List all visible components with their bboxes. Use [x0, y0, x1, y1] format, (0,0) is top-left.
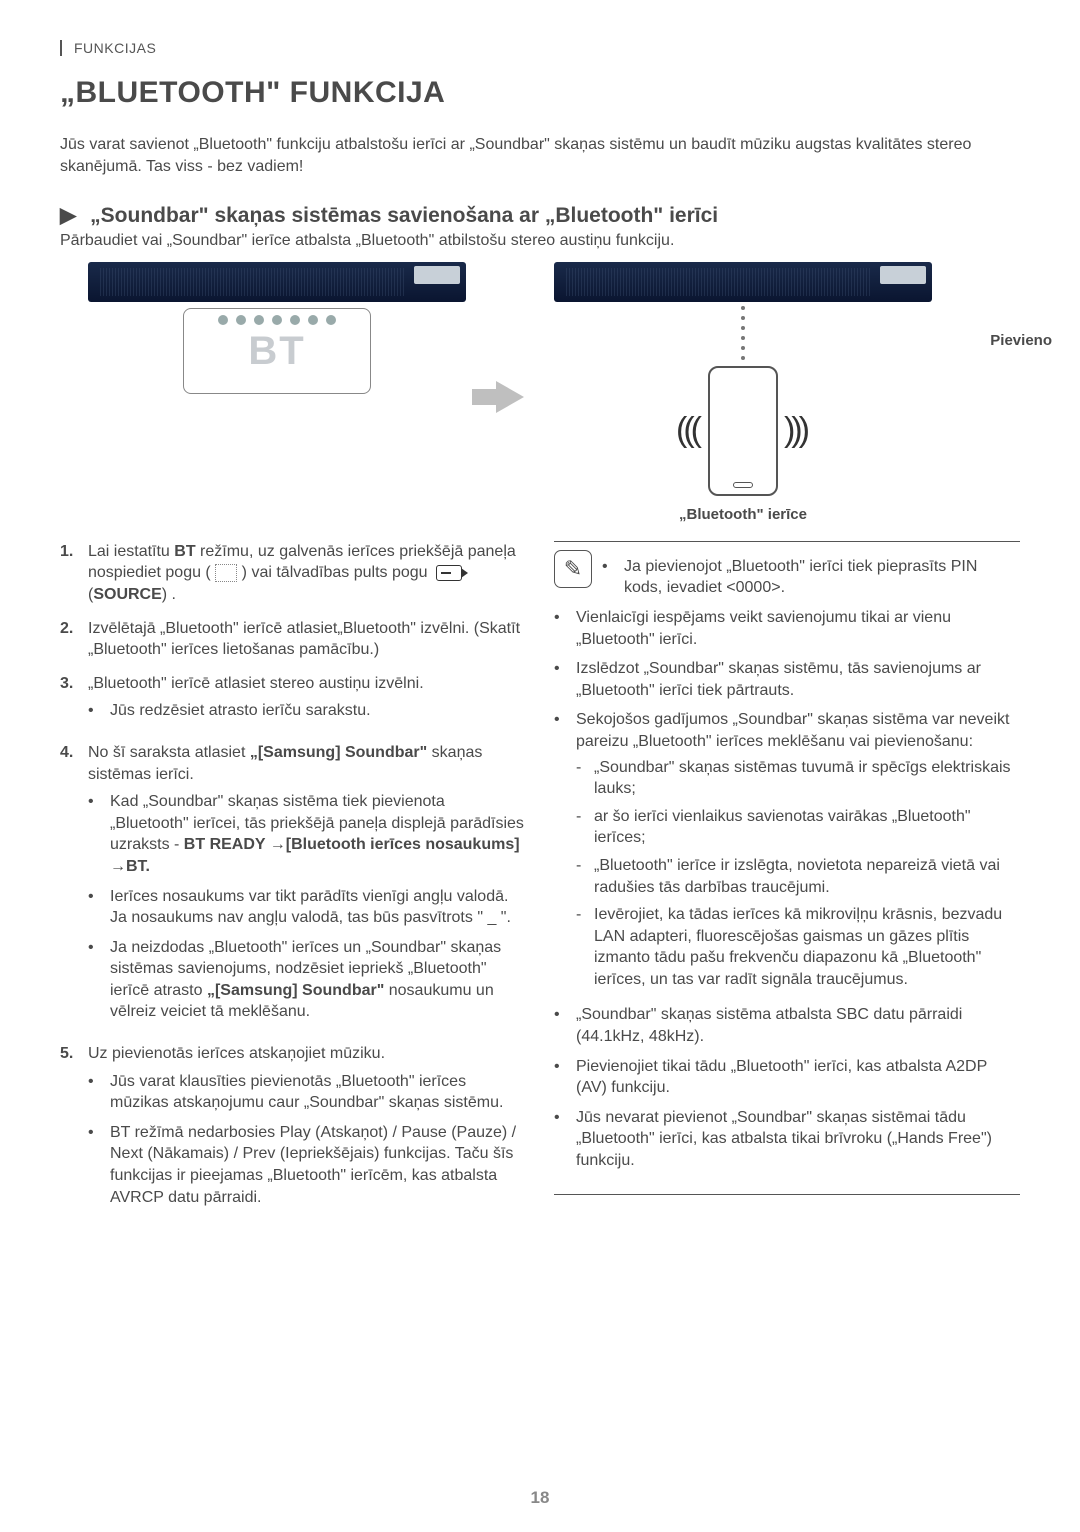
subheading: ▶„Soundbar" skaņas sistēmas savienošana … — [60, 203, 1020, 228]
step-3: 3. „Bluetooth" ierīcē atlasiet stereo au… — [60, 673, 526, 730]
remote-icon: BT — [183, 308, 371, 394]
connect-label: Pievieno — [990, 332, 1052, 349]
arrow-right-icon — [496, 381, 524, 413]
phone-icon — [708, 366, 778, 496]
note-pencil-icon: ✎ — [554, 550, 592, 588]
step-5: 5. Uz pievienotās ierīces atskaņojiet mū… — [60, 1043, 526, 1216]
wave-left-icon: ((( — [676, 411, 698, 450]
left-column: 1. Lai iestatītu BT režīmu, uz galvenās … — [60, 541, 526, 1228]
soundbar-left-icon — [88, 262, 466, 302]
wave-right-icon: ((( — [788, 411, 810, 450]
soundbar-right-icon — [554, 262, 932, 302]
step-4: 4. No šī saraksta atlasiet „[Samsung] So… — [60, 742, 526, 1031]
device-caption: „Bluetooth" ierīce — [679, 506, 807, 523]
play-triangle-icon: ▶ — [60, 203, 76, 228]
step-2: 2. Izvēlētajā „Bluetooth" ierīcē atlasie… — [60, 618, 526, 661]
notes-box: ✎ Ja pievienojot „Bluetooth" ierīci tiek… — [554, 541, 1020, 1195]
connection-diagram: BT ((( ((( Pievieno „Bluetooth" ierīce — [60, 262, 1020, 523]
step-1: 1. Lai iestatītu BT režīmu, uz galvenās … — [60, 541, 526, 606]
remote-bt-label: BT — [248, 329, 305, 374]
page-number: 18 — [0, 1488, 1080, 1508]
panel-button-icon — [215, 564, 237, 582]
page-title: „BLUETOOTH" FUNKCIJA — [60, 76, 1020, 110]
source-button-icon — [436, 565, 462, 581]
section-label: FUNKCIJAS — [74, 40, 1020, 56]
intro-paragraph: Jūs varat savienot „Bluetooth" funkciju … — [60, 134, 1020, 179]
subheading-note: Pārbaudiet vai „Soundbar" ierīce atbalst… — [60, 232, 1020, 250]
right-column: ✎ Ja pievienojot „Bluetooth" ierīci tiek… — [554, 541, 1020, 1228]
